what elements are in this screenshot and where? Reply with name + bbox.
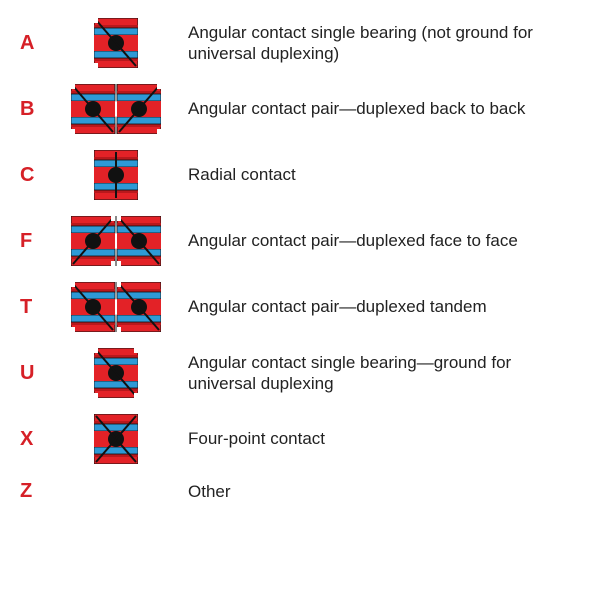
- bearing-code: F: [20, 230, 56, 253]
- bearing-description: Radial contact: [176, 164, 580, 185]
- bearing-icon-t: [56, 282, 176, 332]
- bearing-code: B: [20, 98, 56, 121]
- bearing-row: X Four-point contact: [20, 414, 580, 464]
- bearing-icon-b: [56, 84, 176, 134]
- bearing-code: U: [20, 362, 56, 385]
- bearing-icon-x: [56, 414, 176, 464]
- bearing-description: Angular contact single bearing (not grou…: [176, 22, 580, 65]
- bearing-row: U Angular contact single bearing—ground f…: [20, 348, 580, 398]
- bearing-description: Four-point contact: [176, 428, 580, 449]
- bearing-description: Angular contact pair—duplexed face to fa…: [176, 230, 580, 251]
- bearing-code: C: [20, 164, 56, 187]
- bearing-icon-c: [56, 150, 176, 200]
- bearing-icon-a: [56, 18, 176, 68]
- bearing-icon-f: [56, 216, 176, 266]
- bearing-code: T: [20, 296, 56, 319]
- bearing-icon-u: [56, 348, 176, 398]
- bearing-row: C Radial contact: [20, 150, 580, 200]
- bearing-description: Other: [176, 481, 580, 502]
- bearing-row: F Angular contact pair—duplexed face to f…: [20, 216, 580, 266]
- bearing-code: Z: [20, 480, 56, 503]
- bearing-row: T Angular contact pair—duplexed tandem: [20, 282, 580, 332]
- bearing-code: A: [20, 32, 56, 55]
- bearing-row: B Angular contact pair—duplexed back to b…: [20, 84, 580, 134]
- bearing-description: Angular contact pair—duplexed back to ba…: [176, 98, 580, 119]
- bearing-description: Angular contact single bearing—ground fo…: [176, 352, 580, 395]
- bearing-row: Z Other: [20, 480, 580, 503]
- bearing-description: Angular contact pair—duplexed tandem: [176, 296, 580, 317]
- bearing-row: A Angular contact single bearing (not gro…: [20, 18, 580, 68]
- bearing-code: X: [20, 428, 56, 451]
